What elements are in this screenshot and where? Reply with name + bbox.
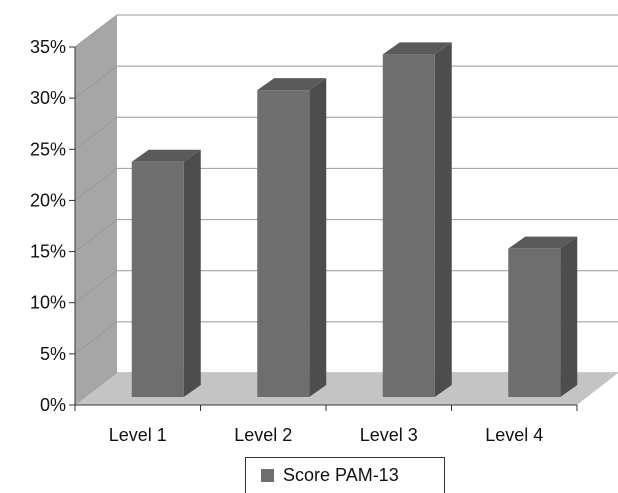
floor: [75, 373, 618, 405]
gridline: [74, 116, 618, 150]
bar-front: [382, 54, 435, 397]
bar-side: [434, 42, 452, 397]
legend-label: Score PAM-13: [283, 465, 399, 485]
axes: [69, 46, 578, 411]
bar-side: [183, 149, 201, 397]
chart-back-wall: [75, 15, 117, 405]
legend-swatch: [261, 469, 274, 482]
tick-labels: 0% 5% 10% 15% 20% 25% 30% 35% Level 1 Level 2 Leve…: [30, 37, 543, 445]
bar-top: [508, 236, 578, 249]
bar-top: [382, 42, 452, 55]
y-tick-label: 0%: [40, 395, 66, 415]
bar: [382, 42, 452, 397]
y-tick-label: 35%: [30, 37, 66, 57]
gridline: [74, 65, 618, 99]
y-tick-label: 30%: [30, 88, 66, 108]
x-tick-label: Level 4: [485, 425, 543, 445]
chart-floor: [75, 373, 618, 405]
y-tick-label: 10%: [30, 293, 66, 313]
bar: [131, 149, 201, 397]
y-tick-label: 25%: [30, 139, 66, 159]
y-tick-label: 5%: [40, 344, 66, 364]
y-tick-label: 15%: [30, 242, 66, 262]
x-tick-label: Level 3: [360, 425, 418, 445]
bar-side: [560, 236, 578, 397]
bar-front: [508, 248, 561, 397]
x-tick-label: Level 1: [109, 425, 167, 445]
bars: [131, 42, 578, 398]
bar-front: [257, 90, 310, 398]
bar-top: [131, 149, 201, 162]
y-tick-label: 20%: [30, 190, 66, 210]
gridlines: [74, 14, 618, 406]
bar: [257, 78, 327, 398]
bar-front: [131, 161, 184, 397]
gridline: [74, 14, 618, 48]
legend: Score PAM-13: [245, 457, 445, 493]
bar: [508, 236, 578, 397]
bar-top: [257, 78, 327, 91]
x-tick-label: Level 2: [234, 425, 292, 445]
side-wall: [75, 15, 117, 405]
bar-side: [309, 78, 327, 398]
